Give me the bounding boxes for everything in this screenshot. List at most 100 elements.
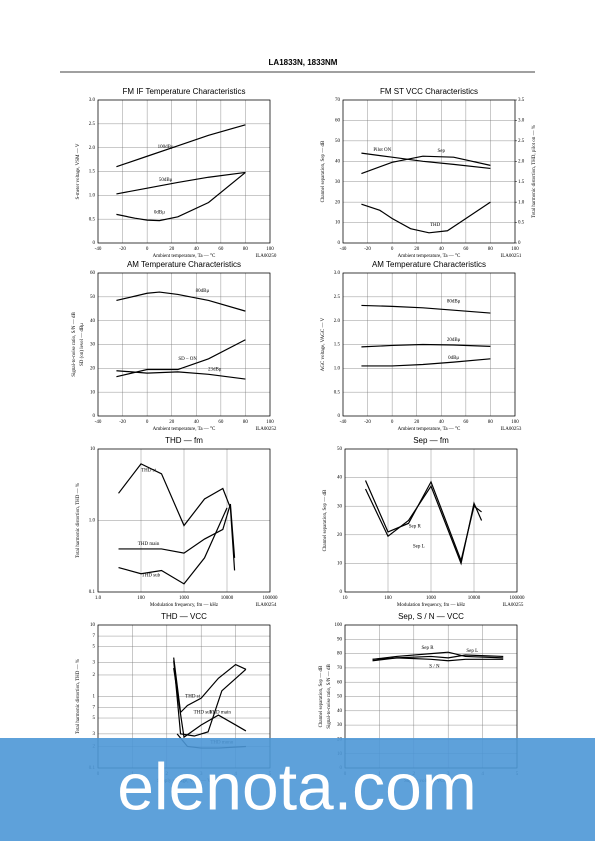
x-tick-label: 1000 [426, 596, 437, 601]
y-tick-label: 1.5 [334, 343, 341, 348]
y-tick-label: 1 [93, 695, 96, 700]
x-axis-label: Ambient temperature, Ta — °C [153, 427, 216, 432]
y2-axis-label: Total harmonic distortion, THD, pilot on… [532, 125, 537, 218]
y-tick-label: 20 [90, 366, 96, 371]
chart-title: AM Temperature Characteristics [127, 260, 241, 269]
y2-tick-label: 1.0 [518, 200, 525, 205]
curve [372, 657, 504, 662]
plot-frame [97, 448, 271, 593]
y-tick-label: 50 [90, 295, 96, 300]
curve-label: THD sub [194, 711, 213, 716]
x-axis-label: Modulation frequency, fm — kHz [150, 603, 219, 608]
curve [173, 667, 247, 739]
x-tick-label: 20 [414, 420, 420, 425]
y-axis-label: Signal-to-noise ratio, S/N — dB [327, 664, 332, 729]
curve-label: Sep [438, 149, 446, 154]
y-tick-label: 0 [340, 590, 343, 595]
figure-code: ILA00253 [501, 427, 522, 432]
x-tick-label: 60 [463, 420, 469, 425]
x-tick-label: 20 [169, 420, 175, 425]
x-tick-label: 10000 [468, 596, 481, 601]
figure-code: ILA00254 [256, 603, 277, 608]
curve-label: Sep R [409, 524, 422, 529]
x-axis-label: Modulation frequency, fm — kHz [397, 603, 466, 608]
y-axis-label: Total harmonic distortion, THD — % [76, 483, 81, 558]
x-tick-label: 100 [511, 420, 519, 425]
x-tick-label: -40 [340, 420, 347, 425]
y-tick-label: 2.0 [334, 319, 341, 324]
curve [361, 155, 491, 175]
y-tick-label: 3 [93, 732, 96, 737]
x-tick-label: -20 [364, 247, 371, 252]
x-tick-label: 10000 [221, 596, 234, 601]
x-tick-label: 60 [463, 247, 469, 252]
curve-label: S / N [429, 665, 440, 670]
curve-label: 80dBμ [196, 289, 210, 294]
y2-tick-label: 2.0 [518, 159, 525, 164]
x-axis-label: Ambient temperature, Ta — °C [398, 427, 461, 432]
y-tick-label: 20 [337, 533, 343, 538]
x-tick-label: 0 [146, 247, 149, 252]
y-axis-label: Signal-to-noise ratio, S/N — dB [72, 312, 77, 377]
watermark-band [0, 738, 595, 841]
y-axis-label: AGC voltage, VAGC — V [321, 317, 326, 371]
y-tick-label: 3.0 [334, 271, 341, 276]
x-tick-label: 10 [343, 596, 349, 601]
x-tick-label: 80 [243, 420, 249, 425]
y-tick-label: 3.0 [89, 98, 96, 103]
watermark: elenota.com [117, 749, 477, 823]
y-tick-label: 0 [93, 414, 96, 419]
y-tick-label: 10 [90, 623, 96, 628]
y-tick-label: 70 [335, 98, 341, 103]
x-tick-label: 1000 [179, 596, 190, 601]
y-tick-label: 50 [335, 139, 341, 144]
y-tick-label: 10 [335, 221, 341, 226]
curve-label: 0dBμ [448, 356, 459, 361]
chart-title: FM ST VCC Characteristics [380, 87, 478, 96]
curve [361, 152, 491, 170]
curve [116, 171, 246, 222]
y-axis-label: Channel separation, Sep — dB [323, 489, 328, 551]
curve [116, 291, 246, 312]
y2-tick-label: 0 [518, 241, 521, 246]
curve-label: 100dBμ [158, 145, 174, 150]
curve-label: Sep L [413, 544, 425, 549]
y-tick-label: 5 [93, 716, 96, 721]
curve-label: Sep L [466, 649, 478, 654]
y-tick-label: 40 [337, 709, 343, 714]
x-tick-label: 20 [169, 247, 175, 252]
y-axis-label: S-meter voltage, VSM — V [76, 143, 81, 199]
y-tick-label: 7 [93, 634, 96, 639]
figure-code: ILA00255 [503, 603, 524, 608]
curve-label: THD main [138, 542, 160, 547]
x-axis-label: Ambient temperature, Ta — °C [153, 254, 216, 259]
y-tick-label: 2.5 [89, 122, 96, 127]
y-tick-label: 3 [93, 661, 96, 666]
y-tick-label: 7 [93, 706, 96, 711]
x-tick-label: 100 [266, 420, 274, 425]
y-tick-label: 2.0 [89, 146, 96, 151]
x-tick-label: 40 [439, 420, 445, 425]
curve-label: 0dBμ [154, 211, 165, 216]
y-tick-label: 60 [90, 271, 96, 276]
x-tick-label: 0 [391, 247, 394, 252]
curve-label: THD st [185, 695, 200, 700]
plot-frame [97, 272, 271, 417]
y-tick-label: 1.0 [334, 366, 341, 371]
curve [361, 358, 491, 367]
y-tick-label: 10 [90, 447, 96, 452]
y-tick-label: 1.0 [89, 519, 96, 524]
y2-tick-label: 2.5 [518, 139, 525, 144]
chart-title: Sep — fm [413, 436, 449, 445]
x-tick-label: 80 [488, 247, 494, 252]
x-tick-label: 40 [194, 420, 200, 425]
x-tick-label: 100000 [510, 596, 526, 601]
x-tick-label: 100 [266, 247, 274, 252]
y-tick-label: 0.5 [89, 217, 96, 222]
curve [116, 124, 246, 168]
y-tick-label: 0 [93, 241, 96, 246]
y-tick-label: 40 [337, 476, 343, 481]
x-tick-label: 100 [511, 247, 519, 252]
curve-label: THD st [141, 469, 156, 474]
